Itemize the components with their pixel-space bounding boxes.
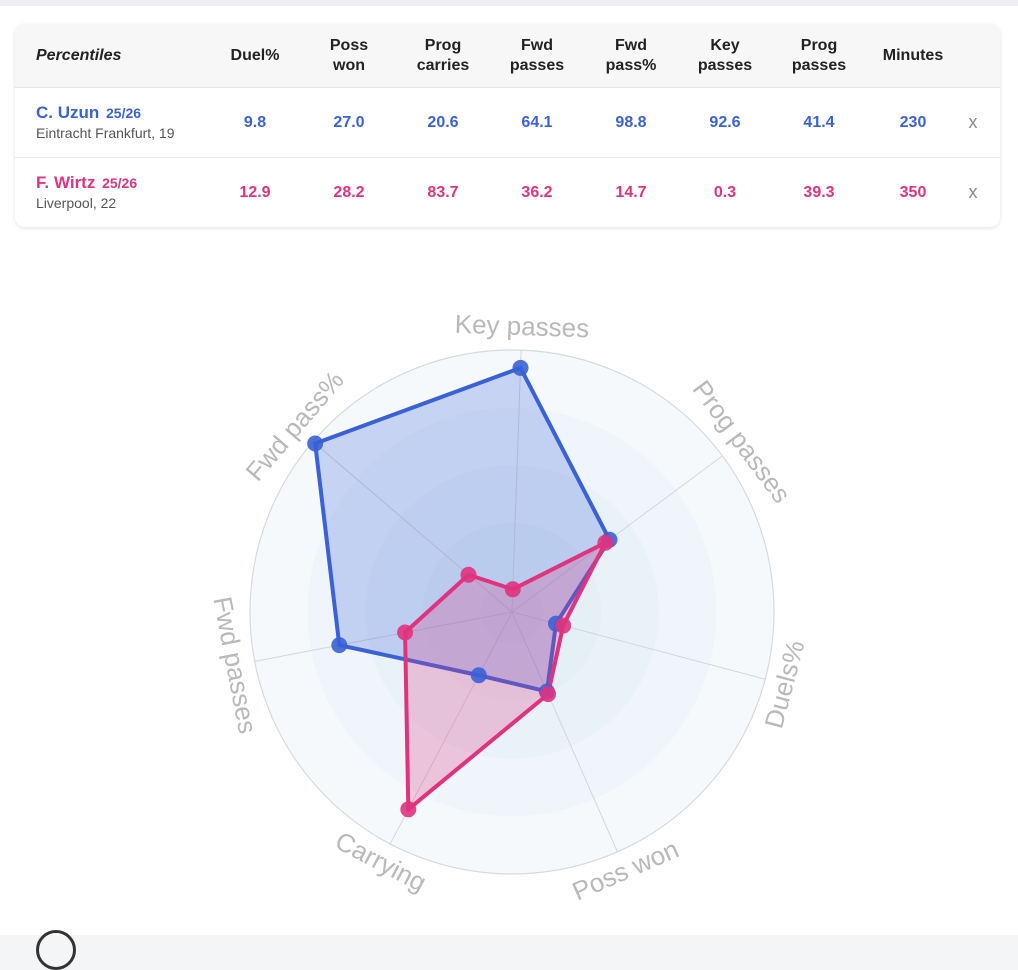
- data-point-s1-0: [504, 581, 521, 598]
- col-header-minutes: Minutes: [882, 46, 944, 64]
- uzun-prog-passes: 41.4: [803, 113, 835, 131]
- player-club-uzun: Eintracht Frankfurt, 19: [36, 125, 175, 141]
- comparison-table: Percentiles Duel% Poss won Prog carries Fw…: [15, 24, 1000, 227]
- data-point-s1-1: [597, 534, 614, 551]
- remove-wirtz-button[interactable]: x: [968, 182, 978, 202]
- table-row-wirtz: F. Wirtz 25/26 Liverpool, 22 12.9 28.2 8…: [15, 158, 1000, 227]
- player-club-wirtz: Liverpool, 22: [36, 195, 117, 211]
- uzun-duel-pct: 9.8: [243, 113, 267, 131]
- wirtz-fwd-pass-pct: 14.7: [615, 183, 647, 201]
- radar-spoke: [511, 455, 723, 613]
- col-header-fwd-pass-pct: Fwd pass%: [605, 36, 657, 74]
- uzun-poss-won: 27.0: [333, 113, 365, 131]
- wirtz-poss-won: 28.2: [333, 183, 365, 201]
- data-point-s0-4: [470, 667, 487, 684]
- wirtz-minutes: 350: [899, 183, 927, 201]
- player-name-wirtz[interactable]: F. Wirtz 25/26: [36, 173, 138, 192]
- data-point-s0-0: [512, 359, 529, 376]
- col-header-key-passes: Key passes: [697, 36, 753, 74]
- data-point-s1-6: [460, 566, 477, 583]
- uzun-prog-carries: 20.6: [427, 113, 459, 131]
- data-point-s0-5: [331, 637, 348, 654]
- table-header: Percentiles Duel% Poss won Prog carries Fw…: [15, 24, 1000, 88]
- percentiles-header: Percentiles: [36, 46, 122, 64]
- wirtz-duel-pct: 12.9: [239, 183, 271, 201]
- wirtz-prog-passes: 39.3: [803, 183, 835, 201]
- wirtz-key-passes: 0.3: [713, 183, 737, 201]
- wirtz-prog-carries: 83.7: [427, 183, 459, 201]
- remove-uzun-button[interactable]: x: [968, 112, 978, 132]
- top-strip: [0, 0, 1018, 6]
- table-row-uzun: C. Uzun 25/26 Eintracht Frankfurt, 19 9.…: [15, 88, 1000, 158]
- data-point-s1-3: [540, 686, 557, 703]
- col-header-duel-pct: Duel%: [230, 46, 280, 64]
- axis-label-0: Key passes: [454, 309, 589, 344]
- data-point-s1-5: [397, 624, 414, 641]
- uzun-fwd-passes: 64.1: [521, 113, 553, 131]
- col-header-prog-carries: Prog carries: [416, 36, 470, 74]
- col-header-prog-passes: Prog passes: [791, 36, 847, 74]
- data-point-s0-6: [307, 435, 324, 452]
- col-header-fwd-passes: Fwd passes: [509, 36, 565, 74]
- radar-spoke: [312, 441, 513, 613]
- player-name-uzun[interactable]: C. Uzun 25/26: [36, 103, 142, 122]
- series-area-1: [403, 540, 608, 812]
- avatar-icon[interactable]: [36, 930, 76, 970]
- wirtz-fwd-passes: 36.2: [521, 183, 553, 201]
- radar-spoke: [254, 611, 513, 662]
- uzun-key-passes: 92.6: [709, 113, 741, 131]
- data-point-s1-4: [400, 801, 417, 818]
- radar-spoke: [511, 350, 522, 613]
- uzun-minutes: 230: [899, 113, 927, 131]
- data-point-s1-2: [555, 617, 572, 634]
- radar-spoke: [511, 611, 618, 853]
- col-header-poss-won: Poss won: [329, 36, 369, 74]
- uzun-fwd-pass-pct: 98.8: [615, 113, 647, 131]
